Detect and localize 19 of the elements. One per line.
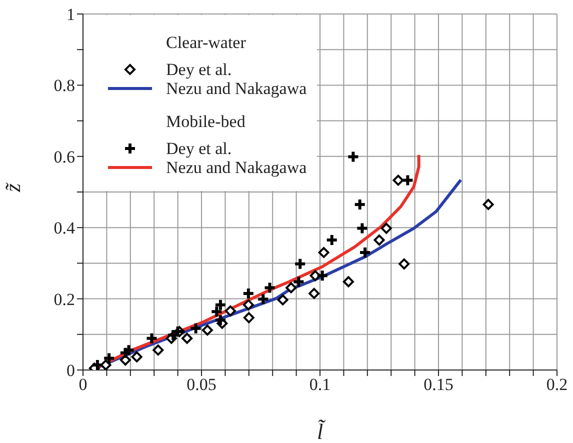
x-tick-label: 0 bbox=[78, 375, 88, 394]
y-tick-label: 0.4 bbox=[54, 218, 76, 238]
y-tick-label: 0.8 bbox=[54, 76, 75, 96]
x-tick-label: 0.2 bbox=[546, 375, 568, 394]
x-tick-label: 0.15 bbox=[424, 375, 454, 394]
legend-label: Dey et al. bbox=[166, 139, 232, 158]
legend-label: Nezu and Nakagawa bbox=[166, 79, 307, 98]
y-tick-label: 0.6 bbox=[54, 147, 75, 166]
annotation: Clear-water bbox=[166, 33, 247, 52]
x-tick-label: 0.05 bbox=[186, 375, 216, 394]
annotation: Mobile-bed bbox=[166, 112, 246, 131]
y-tick-label: 0.2 bbox=[54, 290, 75, 309]
y-tick-label: 1 bbox=[66, 5, 75, 24]
y-tick-label: 0 bbox=[66, 361, 75, 380]
y-axis-title: z̃ bbox=[0, 182, 25, 193]
x-axis-title: l̃ bbox=[316, 419, 326, 443]
legend-label: Nezu and Nakagawa bbox=[166, 158, 307, 177]
x-tick-label: 0.1 bbox=[309, 375, 331, 394]
legend-label: Dey et al. bbox=[166, 60, 232, 79]
